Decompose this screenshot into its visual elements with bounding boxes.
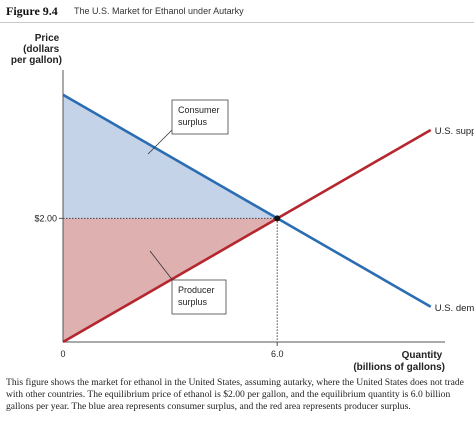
figure-number: Figure 9.4 [6, 4, 58, 18]
y-tick-label: $2.00 [34, 213, 57, 223]
figure-title: The U.S. Market for Ethanol under Autark… [74, 6, 244, 16]
x-axis-label: Quantity (billions of gallons) [353, 350, 445, 373]
callout-label-line: Consumer [178, 105, 220, 115]
figure-caption: This figure shows the market for ethanol… [6, 377, 464, 412]
figure-header: Figure 9.4 The U.S. Market for Ethanol u… [0, 0, 474, 23]
demand-line-label: U.S. demand [435, 303, 474, 314]
autarky-market-chart: U.S. supplyU.S. demand ConsumersurplusPr… [11, 33, 474, 373]
equilibrium-point [274, 215, 281, 222]
y-axis-label: Price (dollars per gallon) [11, 33, 62, 66]
callout-box [171, 99, 229, 135]
callout-pointer [147, 129, 173, 155]
x-axis-label-line: Quantity [402, 350, 443, 361]
x-tick-label: 6.0 [271, 349, 284, 359]
callout-pointer [149, 250, 175, 283]
x-axis-label-line: (billions of gallons) [353, 362, 445, 373]
callout-label-line: surplus [178, 117, 208, 127]
demand-line [62, 93, 432, 308]
y-axis-label-line: Price [35, 33, 60, 44]
supply-line-label: U.S. supply [435, 126, 474, 137]
callout-label-line: Producer [178, 285, 215, 295]
y-axis-label-line: per gallon) [11, 55, 62, 66]
callout-box [171, 279, 227, 315]
supply-line [62, 128, 432, 344]
consumer-surplus-callout: Consumer surplus [147, 99, 229, 155]
origin-label: 0 [60, 349, 65, 359]
producer-surplus-callout: Producer surplus [149, 250, 227, 315]
y-axis-label-line: (dollars [23, 44, 60, 55]
callout-label-line: surplus [178, 297, 208, 307]
